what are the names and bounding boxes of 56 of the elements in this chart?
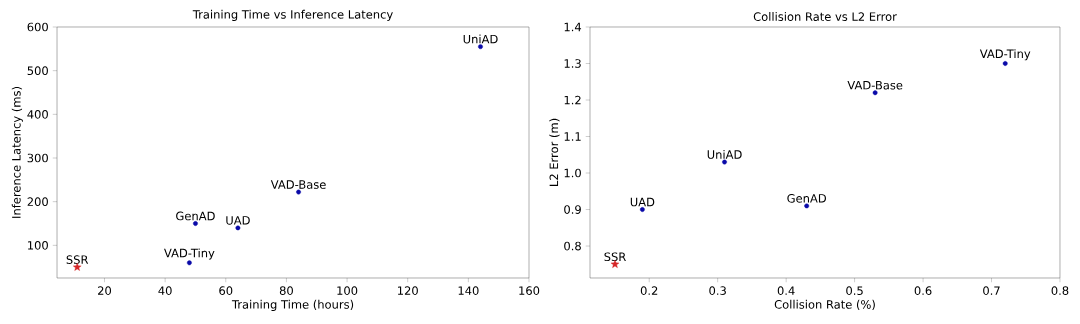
y-tick-label: 1.3 bbox=[564, 59, 581, 68]
point bbox=[235, 225, 241, 231]
x-tick-label: 100 bbox=[337, 286, 358, 295]
y-tick-label: 1.0 bbox=[564, 168, 581, 178]
x-axis-title: Training Time (hours) bbox=[231, 299, 354, 311]
chart-title: Collision Rate vs L2 Error bbox=[753, 12, 897, 21]
y-tick-label: 0.8 bbox=[564, 241, 581, 251]
x-tick-label: 0.3 bbox=[709, 286, 726, 295]
annotation: VAD-Base bbox=[270, 180, 326, 189]
x-tick-label: 20 bbox=[98, 286, 112, 295]
x-tick-label: 80 bbox=[279, 286, 293, 295]
x-tick-label: 160 bbox=[519, 286, 540, 295]
annotation: UniAD bbox=[463, 34, 498, 44]
y-tick-label: 600 bbox=[27, 22, 48, 32]
annotation: VAD-Base bbox=[847, 80, 903, 90]
point bbox=[193, 221, 198, 226]
x-tick-label: 0.8 bbox=[1051, 286, 1069, 295]
point bbox=[1002, 61, 1008, 66]
annotation: VAD-Tiny bbox=[164, 248, 215, 260]
annotation: UniAD bbox=[707, 149, 742, 159]
x-tick-label: 0.6 bbox=[914, 286, 932, 295]
point bbox=[722, 159, 727, 165]
x-tick-label: 40 bbox=[158, 286, 172, 295]
point bbox=[296, 189, 301, 195]
y-tick-label: 0.9 bbox=[564, 205, 581, 214]
x-tick-label: 120 bbox=[398, 286, 418, 295]
annotation: GenAD bbox=[176, 211, 215, 221]
x-tick-label: 0.5 bbox=[846, 286, 863, 295]
x-tick-label: 0.4 bbox=[777, 286, 795, 295]
x-tick-label: 0.2 bbox=[640, 286, 658, 295]
chart-title: Training Time vs Inference Latency bbox=[192, 9, 393, 21]
y-tick-label: 100 bbox=[28, 241, 48, 250]
annotation: SSR bbox=[66, 255, 89, 264]
point bbox=[639, 207, 645, 212]
annotation: SSR bbox=[604, 252, 626, 262]
x-tick-label: 140 bbox=[458, 286, 479, 295]
point bbox=[872, 90, 878, 96]
annotation: UAD bbox=[226, 216, 250, 225]
x-axis-title: Collision Rate (%) bbox=[774, 299, 875, 311]
x-tick-label: 60 bbox=[219, 286, 233, 295]
x-tick-label: 0.7 bbox=[983, 286, 1000, 295]
y-tick-label: 300 bbox=[27, 153, 48, 163]
y-axis-title: Inference Latency (ms) bbox=[11, 87, 23, 218]
y-tick-label: 500 bbox=[27, 66, 48, 76]
y-tick-label: 1.4 bbox=[564, 22, 582, 32]
y-axis-title: L2 Error (m) bbox=[549, 118, 560, 186]
annotation: UAD bbox=[630, 197, 655, 207]
y-tick-label: 1.1 bbox=[564, 132, 581, 141]
point bbox=[186, 260, 192, 266]
point bbox=[804, 203, 810, 209]
y-tick-label: 1.2 bbox=[564, 95, 581, 105]
point bbox=[478, 44, 483, 50]
annotation: GenAD bbox=[787, 193, 826, 203]
annotation: VAD-Tiny bbox=[979, 49, 1031, 61]
y-tick-label: 200 bbox=[27, 197, 48, 207]
y-tick-label: 400 bbox=[27, 109, 48, 119]
